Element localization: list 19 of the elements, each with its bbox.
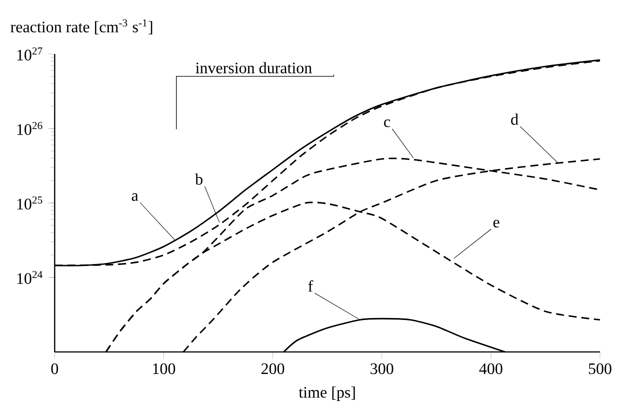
x-tick-label: 300 — [370, 363, 394, 374]
y-axis-title: reaction rate [cm$^{-3}$ s$^{-1}$] — [10, 19, 152, 34]
annotation: b — [195, 173, 202, 185]
annotation: f — [308, 280, 314, 292]
x-tick-label: 100 — [153, 363, 176, 374]
x-tick-label: 500 — [588, 363, 612, 374]
x-tick-label: 0 — [51, 363, 58, 374]
annotation: a — [132, 193, 138, 201]
x-axis-title: time [ps] — [298, 386, 355, 401]
annotation: c — [384, 120, 390, 128]
x-tick-label: 400 — [479, 363, 502, 374]
annotation: inversion duration — [196, 62, 312, 74]
annotation: d — [511, 114, 518, 125]
y-tick-label: 10$^{24}$ — [17, 270, 42, 284]
y-tick-label: 10$^{26}$ — [17, 122, 42, 135]
y-tick-label: 10$^{25}$ — [17, 196, 42, 210]
annotation: e — [493, 220, 500, 228]
x-tick-label: 200 — [262, 363, 284, 374]
y-tick-label: 10$^{27}$ — [17, 47, 42, 60]
